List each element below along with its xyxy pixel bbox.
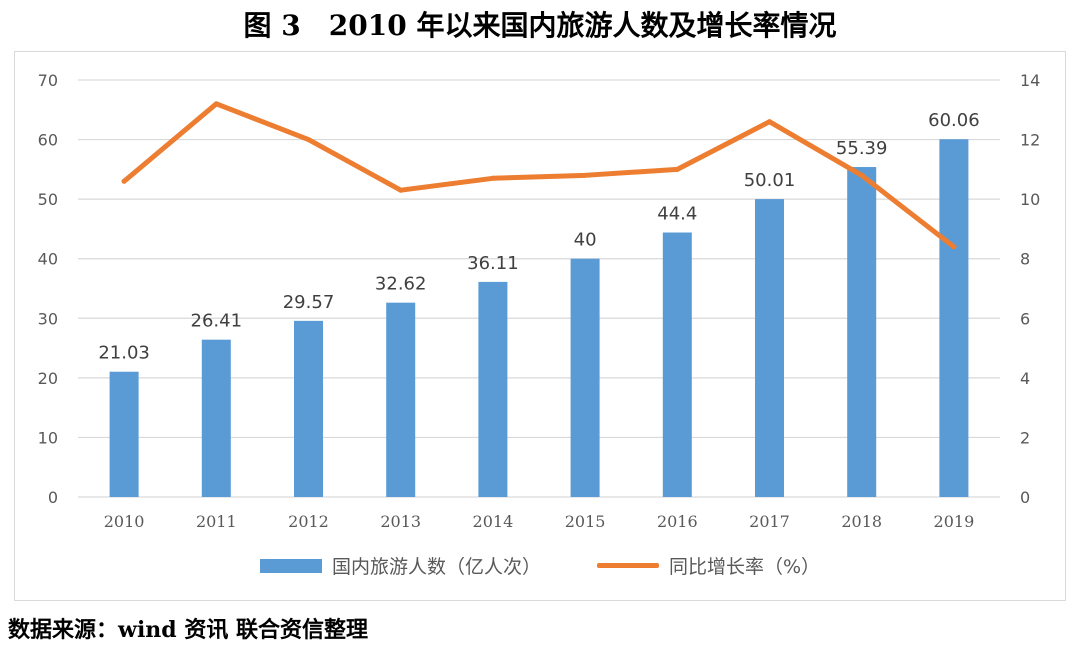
growth-rate-point [398,187,404,193]
y-right-tick-label: 14 [1020,71,1040,90]
x-tick-label: 2018 [841,512,882,531]
y-right-tick-label: 12 [1020,131,1040,150]
bar-data-label: 55.39 [836,138,888,159]
bar-data-label: 50.01 [744,170,796,191]
growth-rate-point [674,166,680,172]
x-tick-label: 2013 [380,512,421,531]
y-left-tick-label: 10 [38,428,58,447]
legend-item-visitors: 国内旅游人数（亿人次） [259,552,541,579]
y-left-tick-label: 30 [38,309,58,328]
growth-rate-point [767,119,772,125]
legend: 国内旅游人数（亿人次） 同比增长率（%） [0,552,1080,579]
chart-svg: 0 10 20 30 40 50 60 70 0 2 4 6 8 10 12 14 21.03 26.41 29.5… [38,71,1041,531]
bar-data-label: 32.62 [375,274,427,295]
x-tick-label: 2015 [565,512,606,531]
legend-label-growth: 同比增长率（%） [668,556,821,578]
y-right-tick-label: 8 [1020,250,1030,269]
bar-data-label: 36.11 [467,253,519,274]
bar [662,232,692,497]
bar-data-label: 26.41 [191,311,243,332]
growth-rate-point [859,172,865,178]
x-tick-label: 2019 [934,512,975,531]
y-right-tick-label: 2 [1020,428,1030,447]
x-tick-label: 2014 [473,512,514,531]
legend-label-visitors: 国内旅游人数（亿人次） [331,556,541,578]
y-right-tick-label: 10 [1020,190,1040,209]
source-note: 数据来源：wind 资讯 联合资信整理 [8,617,368,643]
y-left-tick-label: 40 [38,250,58,269]
bar-data-label: 29.57 [283,292,335,313]
bar [570,258,600,497]
x-tick-label: 2012 [288,512,329,531]
bar-data-label: 60.06 [928,110,980,131]
growth-rate-point [490,175,496,181]
bar [109,371,139,497]
y-right-tick-label: 4 [1020,369,1030,388]
bar [847,167,877,497]
legend-swatch-line [596,563,659,568]
bar [755,199,784,497]
x-tick-label: 2016 [657,512,698,531]
bar [478,281,508,497]
y-left-tick-label: 50 [38,190,58,209]
growth-rate-point [306,137,311,143]
bar [939,139,969,498]
growth-rate-point [213,101,219,107]
bar [386,302,416,497]
x-tick-label: 2011 [196,512,237,531]
chart-frame [14,51,1066,601]
x-tick-label: 2010 [104,512,145,531]
y-right-tick-label: 0 [1020,488,1030,507]
growth-rate-point [121,178,127,184]
y-left-tick-label: 0 [48,488,58,507]
bar [201,339,231,497]
growth-rate-point [582,172,588,178]
y-right-tick-label: 6 [1020,309,1030,328]
bar-data-label: 44.4 [657,204,697,225]
x-tick-label: 2017 [749,512,790,531]
legend-item-growth: 同比增长率（%） [596,552,821,579]
legend-swatch-bar [259,558,322,573]
y-left-tick-label: 20 [38,369,58,388]
bar-data-label: 21.03 [98,343,150,364]
y-left-tick-label: 70 [38,71,58,90]
chart-title: 图 3 2010 年以来国内旅游人数及增长率情况 [243,9,837,42]
growth-rate-point [951,244,957,250]
bar [294,320,323,497]
bar-data-label: 40 [574,230,597,251]
growth-rate-line [121,101,957,250]
y-left-tick-label: 60 [38,131,58,150]
